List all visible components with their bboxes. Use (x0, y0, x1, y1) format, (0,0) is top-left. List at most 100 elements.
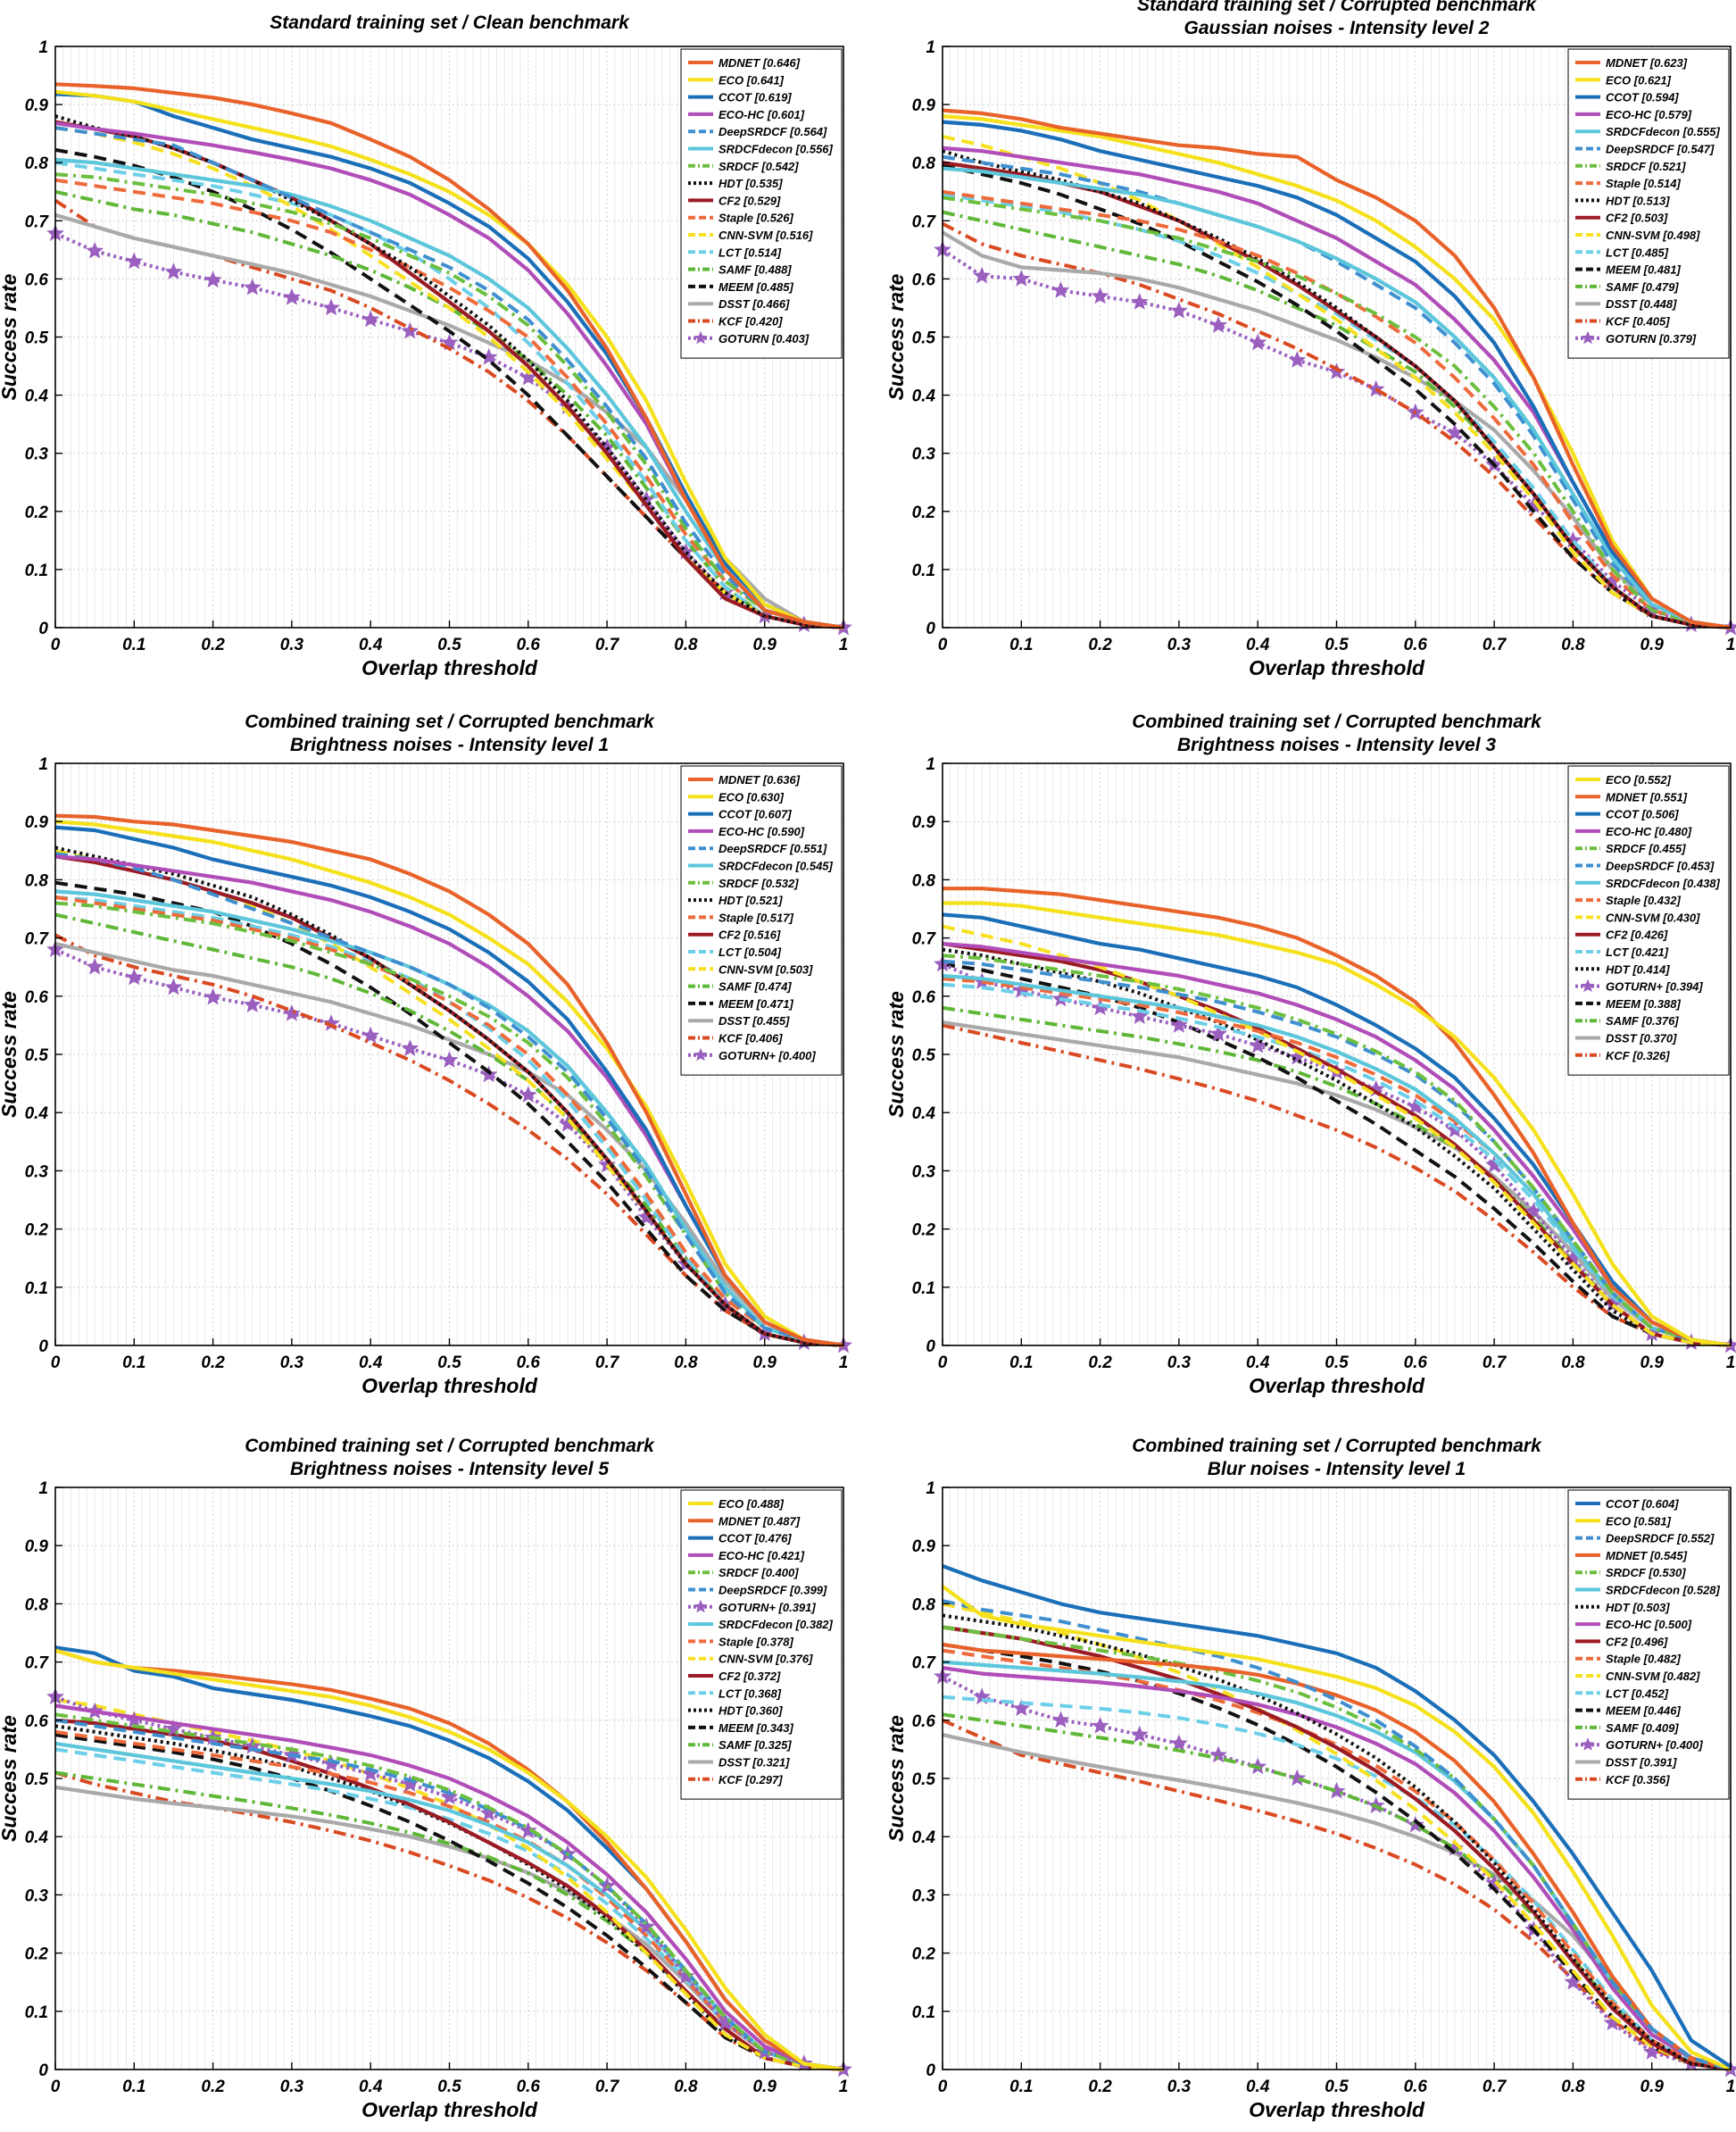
x-tick-label: 0.2 (1088, 2078, 1112, 2096)
x-axis-label: Overlap threshold (1249, 2098, 1425, 2121)
legend-label: ECO [0.552] (1606, 773, 1672, 787)
legend-box (680, 48, 843, 359)
series-point-goturn (1209, 316, 1227, 333)
series-line-hdt (942, 1613, 1732, 2071)
x-tick-label: 0.3 (1167, 1353, 1192, 1372)
series-line-mdnet (942, 108, 1732, 630)
series-line-samf (942, 210, 1732, 629)
x-tick-label: 0.4 (1246, 1353, 1270, 1372)
series-line-hdt (942, 149, 1732, 629)
series-point-goturn (1091, 287, 1109, 304)
legend-label: GOTURN+ [0.400] (718, 1049, 816, 1062)
y-tick-label: 0.9 (912, 813, 936, 832)
y-tick-label: 0.6 (912, 1712, 936, 1731)
legend: ECO [0.552] MDNET [0.551] CCOT [0.506] ECO-… (1567, 765, 1730, 1076)
legend-label: CNN-SVM [0.430] (1606, 911, 1700, 924)
series-point-goturn+ (1209, 1024, 1227, 1042)
legend-label: DeepSRDCF [0.564] (718, 125, 827, 138)
x-tick-label: 0.8 (1561, 1353, 1585, 1372)
x-tick-label: 0.1 (122, 1353, 145, 1372)
x-tick-label: 0.4 (1246, 636, 1270, 654)
series-point-goturn+ (401, 1039, 419, 1056)
y-axis-label: Success rate (885, 991, 908, 1118)
series-line-ccot (942, 120, 1732, 630)
y-tick-label: 0 (38, 620, 48, 638)
x-tick-label: 0.8 (1561, 2078, 1585, 2096)
series-point-goturn+ (204, 987, 222, 1005)
y-tick-label: 0.6 (25, 1712, 49, 1731)
chart-panel-3: 0 0.1 0.2 0.3 0.4 0.5 0.6 0.7 0.8 0.9 1 0 0.1 0.2 0.3 0… (0, 712, 852, 1397)
x-tick-label: 0 (938, 1353, 948, 1372)
legend-label: SRDCF [0.400] (718, 1566, 799, 1579)
legend-label: LCT [0.504] (718, 945, 782, 959)
y-tick-label: 0 (926, 620, 935, 638)
legend-label: Staple [0.378] (718, 1635, 793, 1648)
series-point-goturn+ (125, 968, 144, 986)
y-tick-label: 0.2 (25, 1945, 49, 1964)
legend-label: GOTURN+ [0.400] (1606, 1738, 1703, 1752)
series-point-goturn (322, 298, 340, 316)
legend-label: CF2 [0.372] (718, 1670, 781, 1683)
chart-title: Brightness noises - Intensity level 1 (290, 735, 609, 755)
legend-label: DSST [0.321] (718, 1756, 790, 1770)
y-tick-label: 0.8 (25, 154, 49, 173)
y-tick-label: 1 (38, 38, 48, 57)
legend-label: CNN-SVM [0.498] (1606, 229, 1700, 242)
chart-title: Combined training set / Corrupted benchm… (245, 1436, 655, 1456)
legend-label: SRDCF [0.521] (1606, 160, 1686, 173)
y-tick-label: 0.4 (912, 1104, 936, 1123)
chart-title: Standard training set / Corrupted benchm… (1137, 0, 1537, 15)
legend-box (680, 1489, 843, 1800)
series-line-ccot (942, 912, 1732, 1348)
legend-label: Staple [0.514] (1606, 177, 1681, 190)
series-point-goturn (440, 333, 459, 351)
series-point-goturn+ (1249, 1036, 1267, 1054)
x-tick-label: 0.6 (1404, 1353, 1428, 1372)
series-point-goturn (204, 271, 222, 288)
legend-star-marker (1581, 979, 1595, 993)
series-line-cf2 (54, 120, 844, 630)
legend-label: MEEM [0.343] (718, 1721, 793, 1735)
series-point-goturn (1051, 281, 1070, 298)
x-tick-label: 0.9 (752, 636, 777, 654)
y-tick-label: 0.5 (25, 1046, 49, 1065)
x-tick-label: 1 (839, 1353, 849, 1372)
x-tick-label: 0.3 (280, 2078, 304, 2096)
series-line-eco (54, 1648, 844, 2072)
series-line-eco-hc (54, 1703, 844, 2072)
legend-label: DSST [0.455] (718, 1014, 790, 1028)
x-tick-label: 0.4 (359, 2078, 383, 2096)
series-point-goturn (1170, 301, 1188, 319)
series-line-eco-hc (942, 1666, 1732, 2072)
series-line-deepsrdcf (54, 1718, 844, 2071)
y-tick-label: 1 (38, 1479, 48, 1498)
y-tick-label: 0.7 (912, 1654, 937, 1673)
y-tick-label: 0.4 (25, 1828, 49, 1847)
x-tick-label: 0.9 (1640, 2078, 1664, 2096)
legend-label: MEEM [0.481] (1606, 263, 1681, 277)
series-line-cnn-svm (942, 134, 1732, 629)
x-tick-label: 0.5 (1325, 636, 1349, 654)
y-tick-label: 0.6 (912, 271, 936, 289)
legend-label: CCOT [0.607] (718, 808, 792, 821)
legend-label: HDT [0.414] (1606, 962, 1670, 976)
y-tick-label: 0.9 (912, 96, 936, 115)
legend-label: HDT [0.535] (718, 177, 783, 190)
series-line-cnn-svm (942, 1602, 1732, 2071)
y-tick-label: 0.6 (912, 988, 936, 1007)
y-tick-label: 1 (926, 38, 935, 57)
series-point-goturn+ (1170, 1016, 1188, 1033)
series-line-mdnet (54, 1648, 844, 2072)
y-tick-label: 0.5 (912, 329, 936, 348)
legend-label: CNN-SVM [0.376] (718, 1653, 813, 1666)
series-point-goturn (1130, 293, 1149, 310)
series-point-goturn+ (1130, 1007, 1149, 1024)
x-tick-label: 0.8 (674, 2078, 698, 2096)
x-axis-label: Overlap threshold (361, 2098, 538, 2121)
series-line-goturn+ (54, 947, 844, 1347)
legend-label: SAMF [0.474] (718, 980, 792, 994)
x-tick-label: 0.7 (595, 636, 620, 654)
legend-label: LCT [0.514] (718, 246, 782, 259)
y-tick-label: 1 (926, 1479, 935, 1498)
chart-panel-4: 0 0.1 0.2 0.3 0.4 0.5 0.6 0.7 0.8 0.9 1 0 0.1 0.2 0.3 0… (885, 712, 1736, 1397)
